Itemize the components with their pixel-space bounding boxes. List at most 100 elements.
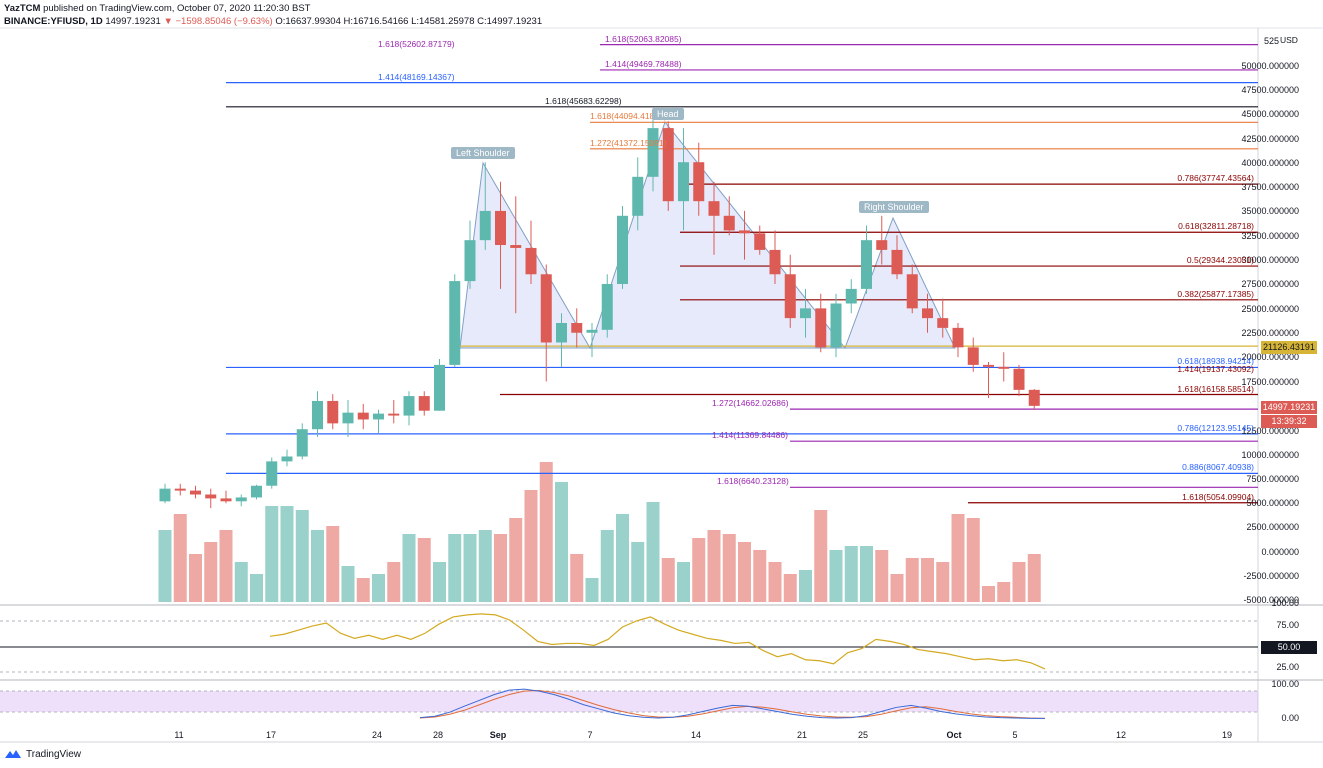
candle-body <box>845 288 857 304</box>
volume-bar <box>982 586 995 602</box>
volume-bar <box>722 534 736 602</box>
volume-bar <box>1012 562 1026 602</box>
price-tick-label: 10000.000000 <box>1241 450 1299 460</box>
stoch-tick-label: 0.00 <box>1281 713 1299 723</box>
candle-body <box>891 249 903 275</box>
time-tick-label: 14 <box>690 730 702 740</box>
volume-bar <box>860 546 873 602</box>
candle-body <box>967 347 979 365</box>
price-tick-label: 35000.000000 <box>1241 206 1299 216</box>
volume-bar <box>829 550 843 602</box>
volume-bar <box>951 514 965 602</box>
candle-body <box>754 233 766 250</box>
candle-body <box>190 490 201 495</box>
time-tick-label: 17 <box>265 730 277 740</box>
candle-body <box>327 400 339 424</box>
volume-bar <box>600 530 614 602</box>
fib-level-label: 0.618(18938.94214) <box>1177 356 1254 367</box>
volume-bar <box>585 578 599 602</box>
time-tick-label: 25 <box>857 730 869 740</box>
fib-level-label: 1.272(41372.15091) <box>590 137 667 148</box>
time-tick-label: 5 <box>1012 730 1018 740</box>
fib-level-label: 1.618(5054.09904) <box>1182 491 1254 502</box>
candle-body <box>479 210 491 241</box>
candle-body <box>220 498 232 502</box>
price-tick-label: 47500.000000 <box>1241 85 1299 95</box>
candle-body <box>617 215 628 285</box>
price-tick-label: 30000.000000 <box>1241 255 1299 265</box>
candle-body <box>464 240 476 282</box>
volume-bar <box>997 582 1011 602</box>
fib-level-label: 1.414(19137.43092) <box>1177 363 1254 374</box>
fib-level-label: 1.414(48169.14367) <box>378 71 455 82</box>
price-tick-label: -2500.000000 <box>1243 571 1299 581</box>
price-tick-label: 12500.000000 <box>1241 426 1299 436</box>
fib-level-label: 1.272(14662.02686) <box>712 398 789 409</box>
price-tick-label: 27500.000000 <box>1241 279 1299 289</box>
volume-bar <box>173 514 187 602</box>
volume-bar <box>1027 554 1041 602</box>
volume-bar <box>478 530 492 602</box>
volume-bar <box>905 558 919 602</box>
candle-body <box>1013 368 1025 390</box>
price-tick-label: 22500.000000 <box>1241 328 1299 338</box>
publisher-line: YazTCM published on TradingView.com, Oct… <box>4 3 310 14</box>
candle-body <box>281 456 293 462</box>
time-tick-label: 28 <box>432 730 444 740</box>
candle-body <box>952 327 964 348</box>
price-tick-label: 0.000000 <box>1261 547 1299 557</box>
candle-body <box>647 128 659 177</box>
price-tick-label: 525 <box>1264 36 1280 46</box>
publish-info: published on TradingView.com, October 07… <box>43 3 311 14</box>
time-tick-label: 24 <box>371 730 383 740</box>
candle-body <box>983 364 994 367</box>
price-tick-label: 2500.000000 <box>1246 522 1299 532</box>
candle-body <box>174 488 186 491</box>
price-change: ▼ −1598.85046 (−9.63%) <box>163 16 273 27</box>
candle-body <box>235 497 247 502</box>
fib-level-label: 1.414(49469.78488) <box>605 58 682 69</box>
time-tick-label: Oct <box>946 730 962 740</box>
volume-bar <box>783 574 797 602</box>
volume-bar <box>966 518 980 602</box>
price-tick-label: -5000.000000 <box>1243 595 1299 605</box>
tradingview-brand: TradingView <box>26 748 82 760</box>
currency-label[interactable]: USD <box>1280 35 1298 45</box>
candle-body <box>678 162 689 202</box>
candle-body <box>434 364 445 411</box>
candle-body <box>357 412 369 420</box>
volume-bar <box>250 574 263 602</box>
volume-bar <box>738 542 751 602</box>
volume-bar <box>219 530 233 602</box>
time-tick-label: 21 <box>796 730 808 740</box>
candle-body <box>861 240 872 289</box>
price-tick-label: 17500.000000 <box>1241 377 1299 387</box>
volume-bar <box>463 534 477 602</box>
price-tick-label: 45000.000000 <box>1241 109 1299 119</box>
last-price-tag: 14997.19231 <box>1261 401 1317 414</box>
candle-body <box>510 245 522 248</box>
tradingview-footer[interactable]: TradingView <box>4 748 81 760</box>
price-tick-label: 25000.000000 <box>1241 304 1299 314</box>
volume-bar <box>936 562 950 602</box>
volume-bar <box>631 542 645 602</box>
price-tick-label: 20000.000000 <box>1241 352 1299 362</box>
price-tick-label: 37500.000000 <box>1241 182 1299 192</box>
symbol-name[interactable]: BINANCE:YFIUSD, 1D <box>4 16 103 27</box>
head-label: Head <box>652 108 684 120</box>
volume-bar <box>417 538 431 602</box>
volume-bar <box>814 510 828 602</box>
candle-body <box>830 303 842 348</box>
volume-bar <box>295 510 309 602</box>
candle-body <box>1028 389 1040 406</box>
candle-body <box>312 400 323 430</box>
volume-bar <box>844 546 858 602</box>
fib-level-label: 0.786(12123.95145) <box>1177 422 1254 433</box>
volume-bar <box>189 554 202 602</box>
candle-body <box>449 281 461 365</box>
neckline-price-tag: 21126.43191 <box>1261 341 1317 354</box>
candle-body <box>815 308 827 348</box>
volume-bar <box>448 534 462 602</box>
volume-bar <box>921 558 934 602</box>
